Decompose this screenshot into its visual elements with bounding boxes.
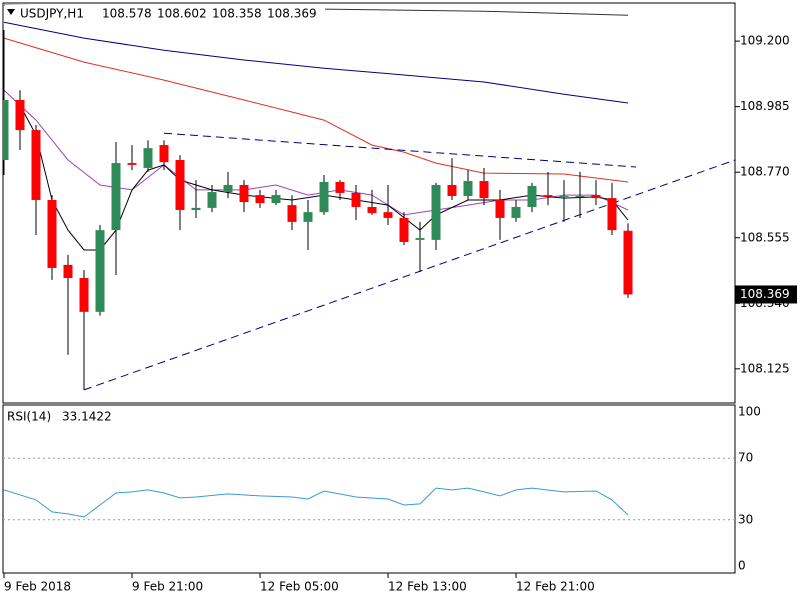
- last-price-box: [735, 285, 797, 304]
- candle-body: [591, 195, 601, 199]
- line: [3, 21, 629, 104]
- header-bg: [5, 5, 325, 22]
- candle-body: [3, 99, 9, 161]
- rsi-tick-label: 70: [738, 451, 753, 465]
- candle-body: [559, 195, 569, 197]
- y-tick-label: 108.770: [740, 165, 790, 179]
- candle-body: [335, 181, 345, 193]
- rsi-header: RSI(14) 33.1422: [7, 410, 112, 424]
- rsi-plot: [3, 457, 735, 521]
- x-tick-label: 12 Feb 13:00: [388, 580, 467, 594]
- candle-body: [127, 163, 137, 165]
- candle-body: [79, 278, 89, 312]
- x-tick-label: 9 Feb 2018: [4, 580, 71, 594]
- candle-body: [383, 212, 393, 218]
- line: [3, 37, 629, 183]
- line: [83, 159, 735, 391]
- x-tick-label: 9 Feb 21:00: [132, 580, 203, 594]
- candle-body: [223, 185, 233, 193]
- candle-body: [31, 130, 41, 200]
- candle-body: [463, 181, 473, 196]
- y-tick-label: 108.125: [740, 361, 790, 375]
- candle-body: [303, 212, 313, 222]
- candle-body: [255, 195, 265, 203]
- y-tick-label: 109.200: [740, 34, 790, 48]
- last-price-label: 108.369: [740, 287, 790, 301]
- candle-body: [47, 199, 57, 268]
- candle-body: [607, 198, 617, 231]
- symbol-title: USDJPY,H1: [20, 7, 84, 21]
- candle-body: [15, 99, 25, 131]
- rsi-value: 33.1422: [62, 410, 112, 424]
- candle-body: [527, 185, 537, 207]
- candle-body: [239, 185, 249, 203]
- candle-body: [143, 148, 153, 168]
- header-low: 108.358: [212, 7, 262, 21]
- price-header: USDJPY,H1 108.578 108.602 108.358 108.36…: [5, 5, 325, 22]
- x-tick-label: 12 Feb 21:00: [516, 580, 595, 594]
- header-open: 108.578: [102, 7, 152, 21]
- candle-body: [399, 217, 409, 243]
- candle-body: [191, 207, 201, 211]
- candle-body: [543, 195, 553, 197]
- candle-body: [159, 145, 169, 163]
- candle-body: [319, 181, 329, 213]
- candle-body: [367, 206, 377, 214]
- candle-body: [207, 192, 217, 208]
- price-plot: [3, 4, 735, 391]
- y-tick-label: 108.555: [740, 230, 790, 244]
- candle-body: [447, 185, 457, 196]
- rsi-title: RSI(14): [7, 410, 51, 424]
- candle-body: [111, 163, 121, 231]
- candle-body: [623, 230, 633, 295]
- candle-body: [63, 264, 73, 278]
- candle-body: [95, 230, 105, 312]
- rsi-tick-label: 0: [738, 559, 746, 573]
- line: [163, 132, 637, 168]
- header-high: 108.602: [157, 7, 207, 21]
- line: [3, 487, 629, 518]
- rsi-tick-label: 30: [738, 512, 753, 526]
- candle-body: [575, 195, 585, 197]
- candle-body: [511, 206, 521, 218]
- candle-body: [495, 199, 505, 218]
- collapse-icon: [7, 9, 15, 15]
- axes: 109.200108.985108.770108.555108.340108.1…: [3, 34, 797, 594]
- candle-body: [271, 195, 281, 203]
- candle-body: [175, 160, 185, 211]
- candle-body: [351, 192, 361, 207]
- x-tick-label: 12 Feb 05:00: [260, 580, 339, 594]
- rsi-tick-label: 100: [738, 405, 761, 419]
- rsi-panel: [2, 404, 736, 574]
- y-tick-label: 108.985: [740, 99, 790, 113]
- candle-body: [479, 181, 489, 199]
- header-close: 108.369: [267, 7, 317, 21]
- candle-body: [287, 205, 297, 222]
- candle-body: [415, 238, 425, 240]
- candle-body: [431, 185, 441, 240]
